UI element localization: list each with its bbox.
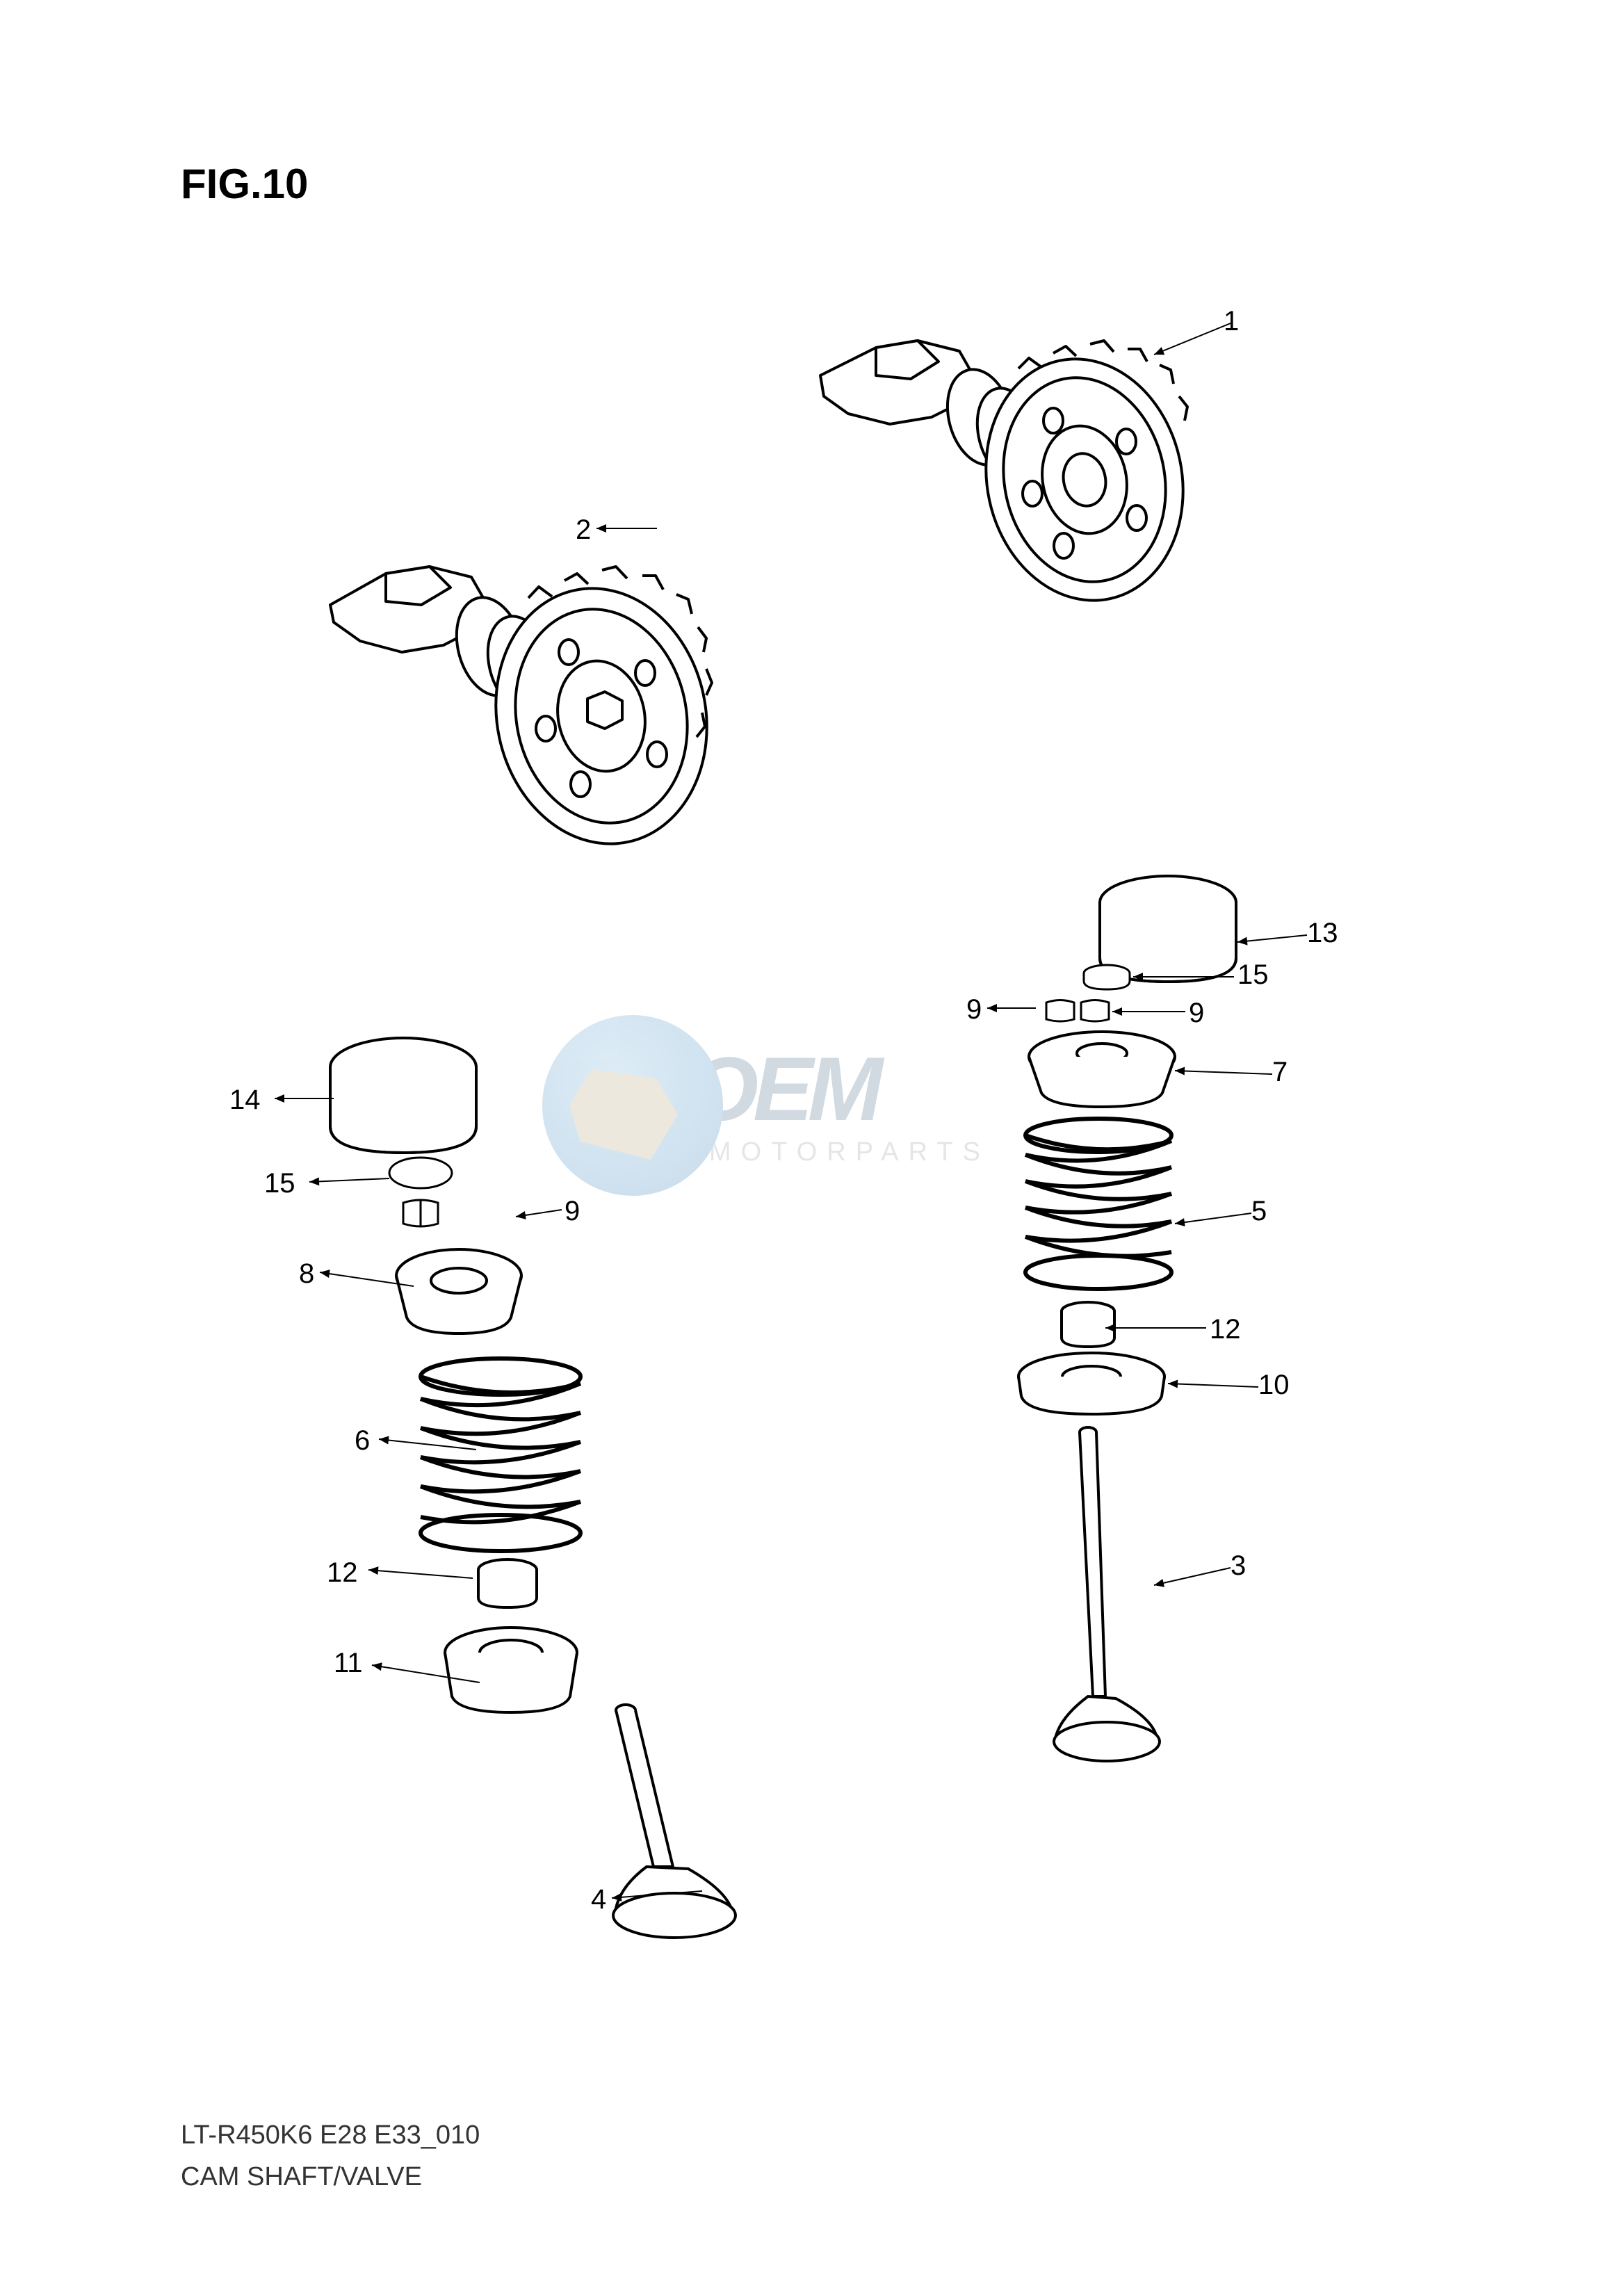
callout-number-6: 6 — [355, 1425, 370, 1457]
callout-number-1: 1 — [1224, 306, 1239, 337]
callout-number-2: 2 — [576, 514, 591, 546]
callout-number-14: 14 — [229, 1085, 261, 1116]
callout-number-9: 9 — [1189, 998, 1204, 1029]
callout-number-11: 11 — [334, 1648, 363, 1679]
callout-number-9: 9 — [565, 1196, 580, 1227]
callout-number-12: 12 — [1210, 1314, 1241, 1345]
callout-number-13: 13 — [1307, 918, 1338, 949]
callout-number-4: 4 — [591, 1884, 606, 1915]
callout-number-10: 10 — [1258, 1370, 1290, 1401]
callout-lines — [0, 0, 1624, 2295]
callout-number-7: 7 — [1272, 1057, 1288, 1088]
callout-number-3: 3 — [1231, 1550, 1246, 1582]
callout-number-9: 9 — [966, 994, 982, 1025]
footer-model-code: LT-R450K6 E28 E33_010 — [181, 2120, 480, 2150]
callout-number-15: 15 — [1237, 959, 1269, 991]
callout-number-5: 5 — [1251, 1196, 1267, 1227]
footer-part-name: CAM SHAFT/VALVE — [181, 2162, 422, 2192]
callout-number-15: 15 — [264, 1168, 295, 1199]
callout-number-12: 12 — [327, 1557, 358, 1589]
callout-number-8: 8 — [299, 1258, 314, 1290]
